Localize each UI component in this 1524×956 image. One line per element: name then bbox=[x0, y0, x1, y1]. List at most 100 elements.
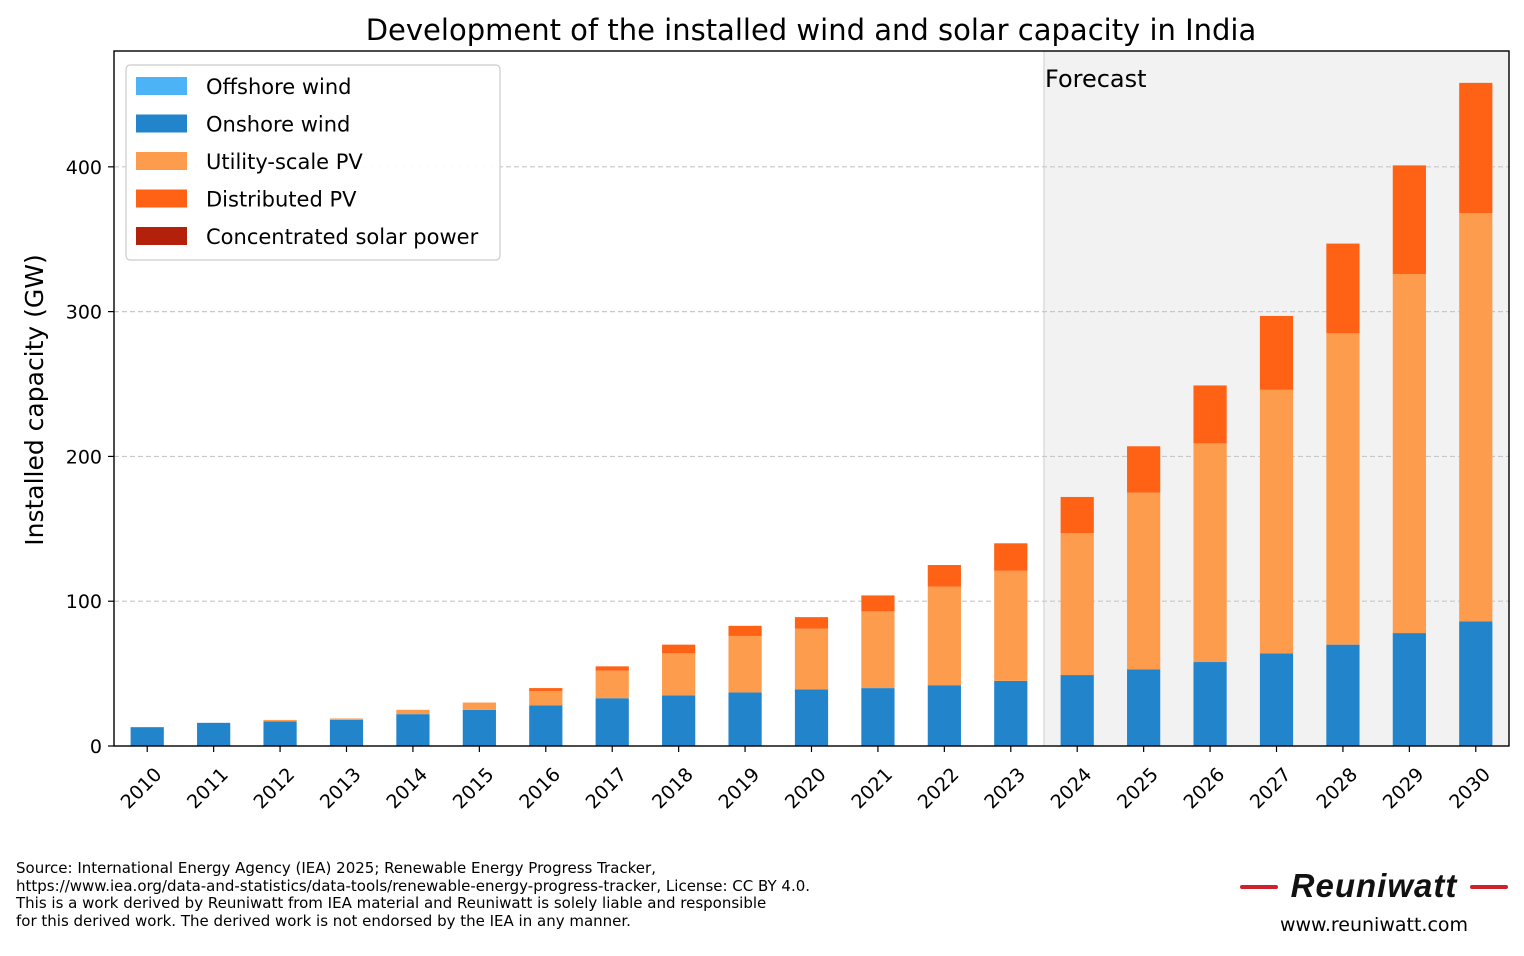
y-tick-label: 400 bbox=[66, 157, 102, 179]
bar-segment bbox=[595, 698, 629, 746]
bar-segment bbox=[1060, 496, 1094, 534]
bar-segment bbox=[861, 611, 895, 689]
x-tick-label: 2015 bbox=[449, 764, 499, 814]
bar-segment bbox=[662, 695, 696, 746]
bar-segment bbox=[662, 653, 696, 696]
x-tick-label: 2022 bbox=[914, 764, 964, 814]
x-tick-label: 2026 bbox=[1179, 764, 1229, 814]
legend-label: Offshore wind bbox=[206, 75, 352, 99]
y-tick-label: 300 bbox=[66, 302, 102, 324]
source-line: Source: International Energy Agency (IEA… bbox=[16, 859, 656, 877]
bar-segment bbox=[1459, 213, 1493, 622]
bar-segment bbox=[529, 705, 563, 746]
bar-segment bbox=[1259, 653, 1294, 746]
x-tick-label: 2029 bbox=[1379, 764, 1429, 814]
x-tick-label: 2011 bbox=[183, 764, 233, 814]
bar-segment bbox=[662, 644, 696, 654]
x-tick-label: 2016 bbox=[515, 764, 565, 814]
chart-title: Development of the installed wind and so… bbox=[366, 13, 1257, 47]
bar-segment bbox=[794, 617, 829, 629]
x-tick-label: 2010 bbox=[117, 764, 167, 814]
x-tick-label: 2014 bbox=[382, 764, 432, 814]
reuniwatt-logo: Reuniwatt www.reuniwatt.com bbox=[1238, 866, 1510, 946]
legend-label: Distributed PV bbox=[206, 188, 357, 212]
bar-segment bbox=[794, 628, 829, 690]
bar-segment bbox=[927, 685, 961, 746]
y-axis-ticks: 0 100 200 300 400 bbox=[66, 157, 114, 758]
logo-bar-left bbox=[1240, 885, 1278, 889]
x-tick-label: 2020 bbox=[781, 764, 831, 814]
bar-segment bbox=[396, 709, 430, 715]
bar-segment bbox=[1459, 82, 1493, 214]
bar-segment bbox=[1060, 533, 1094, 676]
bar-segment bbox=[462, 709, 496, 746]
bar-segment bbox=[1459, 621, 1493, 746]
x-tick-label: 2023 bbox=[980, 764, 1030, 814]
bar-segment bbox=[1193, 443, 1227, 663]
legend-swatch bbox=[136, 152, 187, 170]
bar-segment bbox=[130, 727, 164, 746]
bar-segment bbox=[1060, 675, 1094, 746]
bar-segment bbox=[1193, 662, 1227, 746]
logo-bar-right bbox=[1470, 885, 1508, 889]
x-tick-label: 2021 bbox=[847, 764, 897, 814]
bar-segment bbox=[462, 702, 496, 710]
x-tick-label: 2017 bbox=[582, 764, 632, 814]
bar-segment bbox=[1392, 273, 1426, 634]
bars bbox=[130, 82, 1493, 746]
bar-segment bbox=[1127, 492, 1161, 670]
bar-segment bbox=[1193, 385, 1227, 444]
bar-segment bbox=[1259, 389, 1294, 654]
bar-segment bbox=[263, 721, 297, 746]
bar-segment bbox=[794, 689, 829, 746]
x-tick-label: 2030 bbox=[1445, 764, 1495, 814]
bar-segment bbox=[927, 565, 961, 587]
y-axis-label: Installed capacity (GW) bbox=[20, 254, 49, 546]
legend: Offshore wind Onshore wind Utility-scale P… bbox=[125, 64, 501, 261]
legend-swatch bbox=[136, 227, 187, 245]
bar-segment bbox=[595, 670, 629, 699]
bar-segment bbox=[263, 719, 297, 722]
legend-swatch bbox=[136, 77, 187, 95]
legend-label: Concentrated solar power bbox=[206, 225, 479, 249]
bar-segment bbox=[1326, 243, 1360, 334]
chart: Development of the installed wind and so… bbox=[20, 13, 1510, 813]
bar-segment bbox=[861, 595, 895, 612]
bar-segment bbox=[994, 543, 1028, 571]
bar-segment bbox=[329, 718, 364, 720]
bar-segment bbox=[728, 625, 762, 636]
bar-segment bbox=[1127, 446, 1161, 493]
legend-box bbox=[125, 64, 501, 261]
bar-segment bbox=[529, 690, 563, 706]
bar-segment bbox=[1326, 333, 1360, 645]
y-tick-label: 0 bbox=[90, 736, 102, 758]
y-tick-label: 100 bbox=[66, 591, 102, 613]
bar-segment bbox=[197, 722, 231, 746]
x-tick-label: 2018 bbox=[648, 764, 698, 814]
source-line: for this derived work. The derived work … bbox=[16, 911, 631, 930]
logo-wordmark: Reuniwatt bbox=[1290, 867, 1458, 904]
legend-swatch bbox=[136, 114, 187, 133]
bar-segment bbox=[1259, 315, 1294, 390]
bar-segment bbox=[396, 714, 430, 746]
legend-label: Onshore wind bbox=[206, 113, 350, 137]
legend-swatch bbox=[136, 189, 187, 208]
x-axis-ticks: 2010 2011 2012 2013 2014 2015 2016 2017 2018 2019… bbox=[117, 746, 1495, 813]
bar-segment bbox=[728, 692, 762, 746]
logo-url: www.reuniwatt.com bbox=[1279, 914, 1469, 936]
x-tick-label: 2028 bbox=[1312, 764, 1362, 814]
forecast-label: Forecast bbox=[1045, 65, 1147, 93]
x-tick-label: 2019 bbox=[714, 764, 764, 814]
x-tick-label: 2027 bbox=[1246, 764, 1296, 814]
bar-segment bbox=[329, 719, 364, 746]
bar-segment bbox=[1392, 633, 1426, 746]
bar-segment bbox=[595, 666, 629, 671]
bar-segment bbox=[728, 635, 762, 693]
x-tick-label: 2013 bbox=[316, 764, 366, 814]
bar-segment bbox=[1326, 644, 1360, 746]
bar-segment bbox=[529, 688, 563, 691]
bar-segment bbox=[927, 586, 961, 686]
bar-segment bbox=[1127, 669, 1161, 746]
source-line: This is a work derived by Reuniwatt from… bbox=[16, 894, 767, 912]
bar-segment bbox=[994, 680, 1028, 746]
